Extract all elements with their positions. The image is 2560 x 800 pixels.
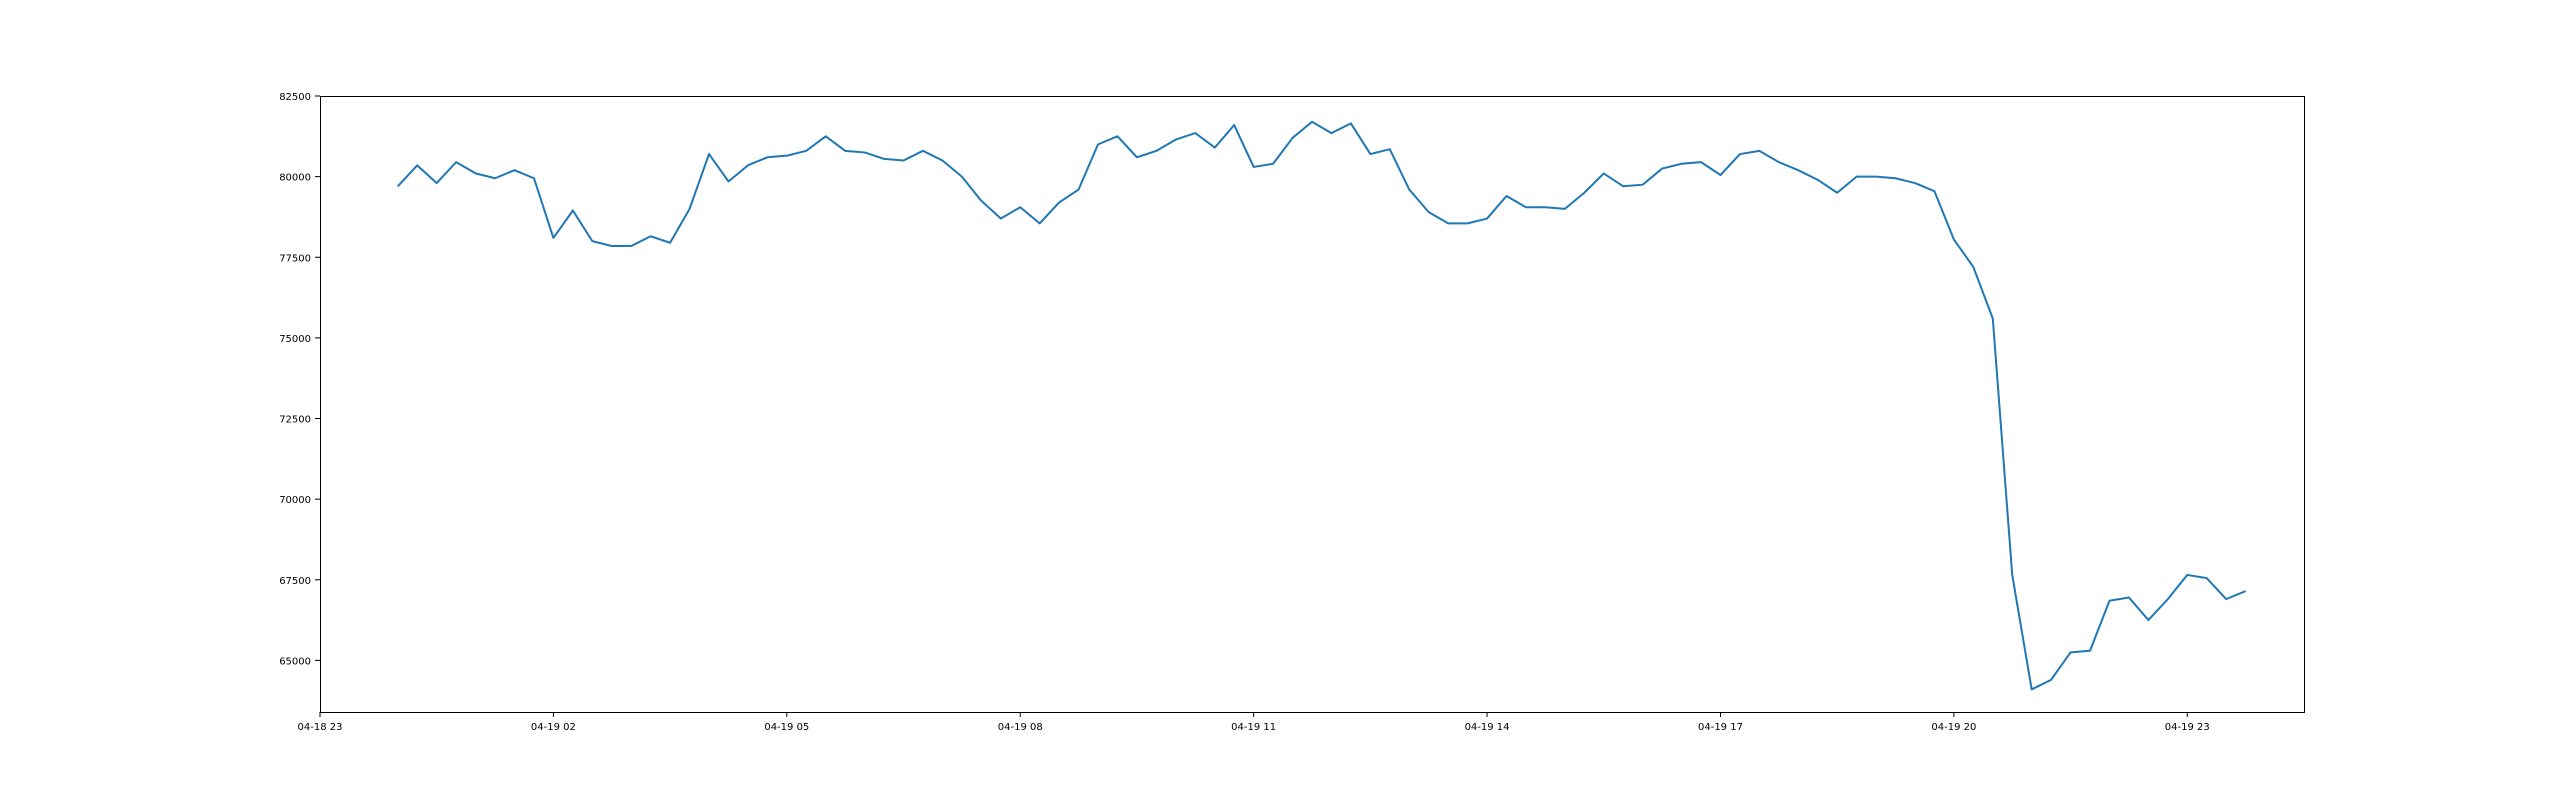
series-line-0 [397, 120, 2247, 691]
y-tick-label: 65000 [279, 656, 311, 667]
y-tick-label: 72500 [279, 415, 311, 426]
x-tick-label: 04-19 14 [1465, 722, 1510, 733]
x-tick-label: 04-19 11 [1231, 722, 1276, 733]
y-axis: 65000 67500 70000 72500 75000 77500 80000 82500 [279, 92, 320, 667]
x-tick-label: 04-19 20 [1931, 722, 1976, 733]
x-axis: 04-18 23 04-19 02 04-19 05 04-19 08 04-19 11… [298, 712, 2210, 733]
x-tick-label: 04-19 08 [998, 722, 1043, 733]
x-tick-label: 04-19 02 [531, 722, 576, 733]
plot-frame [320, 96, 2305, 713]
y-tick-label: 67500 [279, 576, 311, 587]
y-tick-label: 77500 [279, 253, 311, 264]
x-tick-label: 04-19 23 [2165, 722, 2210, 733]
y-tick-label: 80000 [279, 173, 311, 184]
x-tick-label: 04-19 17 [1698, 722, 1743, 733]
x-tick-label: 04-19 05 [764, 722, 809, 733]
series-layer [397, 120, 2247, 691]
y-tick-label: 75000 [279, 334, 311, 345]
y-tick-label: 82500 [279, 92, 311, 103]
x-tick-label: 04-18 23 [298, 722, 343, 733]
y-tick-label: 70000 [279, 495, 311, 506]
